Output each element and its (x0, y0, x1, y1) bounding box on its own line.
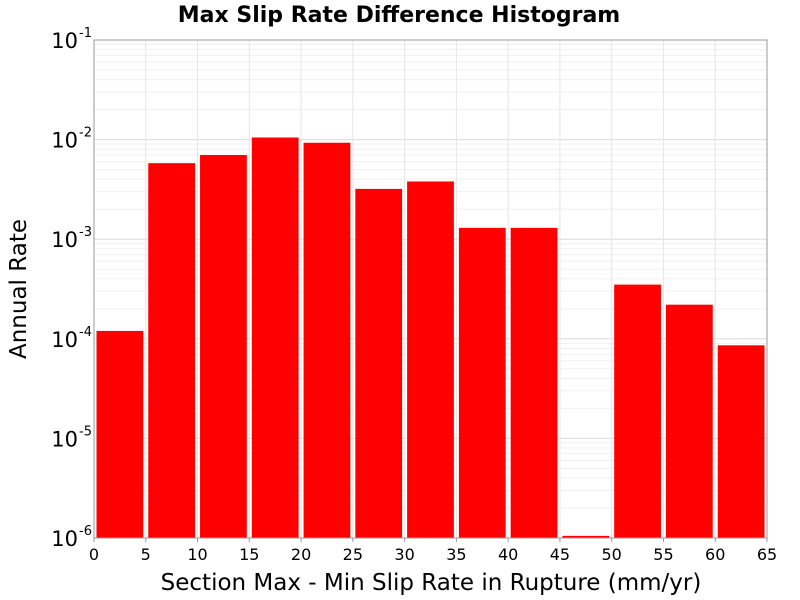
x-tick-label: 10 (187, 545, 207, 564)
x-tick-label: 50 (602, 545, 622, 564)
y-tick-label-base: 10 (51, 129, 78, 153)
y-tick-label-base: 10 (51, 29, 78, 53)
histogram-bar (355, 188, 403, 538)
bars-group (96, 137, 765, 538)
histogram-bar (200, 155, 247, 538)
histogram-bar (510, 227, 558, 538)
x-tick-label: 20 (291, 545, 311, 564)
chart-title: Max Slip Rate Difference Histogram (178, 3, 620, 28)
y-tick-label-exponent: -2 (79, 126, 92, 141)
y-tick-label-base: 10 (51, 427, 78, 451)
x-tick-label: 5 (141, 545, 151, 564)
histogram-bar (251, 137, 299, 538)
y-tick-label-base: 10 (51, 527, 78, 551)
histogram-bar (562, 535, 610, 538)
histogram-bar (614, 284, 661, 538)
y-tick-label-exponent: -5 (79, 424, 92, 439)
x-tick-label: 35 (446, 545, 466, 564)
x-tick-label: 40 (498, 545, 518, 564)
x-tick-label: 60 (705, 545, 725, 564)
x-tick-label: 55 (653, 545, 673, 564)
x-tick-label: 25 (343, 545, 363, 564)
histogram-bar (665, 304, 713, 538)
histogram-bar (458, 227, 506, 538)
y-tick-label-exponent: -3 (79, 225, 92, 240)
x-tick-label: 15 (239, 545, 259, 564)
y-axis-ticks: 10-610-510-410-310-210-1 (51, 26, 92, 551)
histogram-bar (717, 345, 765, 538)
plot-border (93, 39, 768, 539)
histogram-bar (148, 163, 196, 538)
y-tick-label-base: 10 (51, 228, 78, 252)
x-tick-label: 45 (550, 545, 570, 564)
histogram-bar (303, 142, 351, 538)
x-axis-label: Section Max - Min Slip Rate in Rupture (… (161, 570, 702, 596)
y-axis-label: Annual Rate (6, 219, 32, 359)
x-axis-ticks: 0 5 10 15 20 25 30 35 40 45 50 55 60 65 (89, 538, 777, 564)
histogram-bar (407, 181, 454, 538)
x-tick-label: 65 (757, 545, 777, 564)
x-tick-label: 30 (394, 545, 414, 564)
x-tick-label: 0 (89, 545, 99, 564)
y-tick-label-exponent: -1 (79, 26, 92, 41)
y-tick-label-exponent: -4 (79, 325, 92, 340)
histogram-bar (96, 330, 144, 538)
y-tick-label-exponent: -6 (79, 524, 92, 539)
y-tick-label-base: 10 (51, 328, 78, 352)
